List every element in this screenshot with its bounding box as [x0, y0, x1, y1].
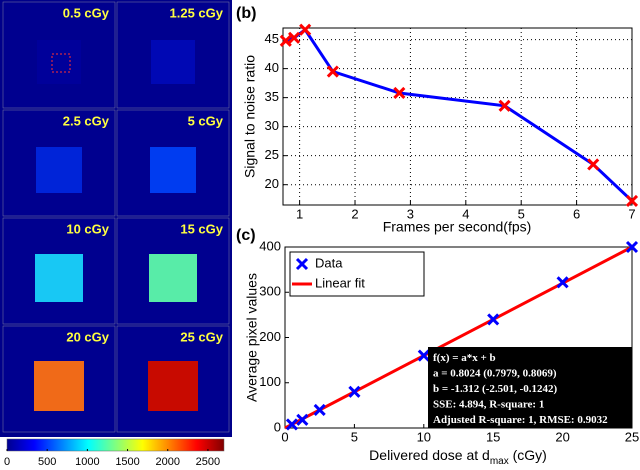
x-tick-label: 6 — [573, 206, 580, 221]
panel-label: (b) — [236, 5, 256, 22]
y-tick-label: 0 — [274, 419, 281, 434]
irradiated-field — [151, 40, 195, 84]
x-axis-label-part: max — [490, 456, 509, 467]
dose-label: 25 cGy — [180, 329, 223, 344]
legend-label: Linear fit — [315, 275, 365, 290]
dose-label: 0.5 cGy — [63, 5, 110, 20]
colorbar-tick-label: 1000 — [75, 456, 99, 468]
fit-text: a = 0.8024 (0.7979, 0.8069) — [433, 368, 557, 380]
panel-label: (c) — [236, 227, 256, 244]
y-tick-label: 35 — [265, 89, 279, 104]
y-tick-label: 30 — [265, 118, 279, 133]
irradiated-field — [148, 361, 198, 411]
colorbar-tick-label: 2500 — [196, 456, 220, 468]
dose-label: 10 cGy — [66, 221, 109, 236]
x-tick-label: 25 — [625, 429, 639, 444]
irradiated-field — [34, 361, 84, 411]
y-tick-label: 400 — [259, 238, 281, 253]
dose-label: 20 cGy — [66, 329, 109, 344]
irradiated-field — [149, 254, 197, 302]
fit-text: f(x) = a*x + b — [433, 352, 496, 364]
y-tick-label: 300 — [259, 284, 281, 299]
irradiated-field — [35, 254, 83, 302]
y-tick-label: 45 — [265, 31, 279, 46]
figure: (a)0.5 cGy1.25 cGy2.5 cGy5 cGy10 cGy15 c… — [0, 0, 640, 470]
dose-label: 5 cGy — [188, 113, 224, 128]
fit-text: Adjusted R-square: 1, RMSE: 0.9032 — [433, 414, 608, 426]
x-tick-label: 15 — [486, 429, 500, 444]
y-tick-label: 40 — [265, 60, 279, 75]
y-axis-label: Average pixel values — [244, 273, 260, 402]
x-tick-label: 20 — [555, 429, 569, 444]
x-tick-label: 10 — [417, 429, 431, 444]
colorbar-tick-label: 1500 — [115, 456, 139, 468]
y-tick-label: 20 — [265, 176, 279, 191]
fit-text: b = -1.312 (-2.501, -0.1242) — [433, 383, 558, 395]
colorbar — [7, 439, 224, 451]
x-tick-label: 2 — [351, 206, 358, 221]
dose-label: 1.25 cGy — [170, 5, 224, 20]
irradiated-field — [37, 40, 81, 84]
x-axis-label-part: (cGy) — [509, 447, 547, 463]
y-tick-label: 25 — [265, 147, 279, 162]
dose-label: 2.5 cGy — [63, 113, 110, 128]
irradiated-field — [36, 147, 82, 193]
x-axis-label: Frames per second(fps) — [383, 219, 532, 235]
x-axis-label: Delivered dose at dmax (cGy) — [369, 447, 547, 467]
colorbar-tick-label: 500 — [38, 456, 56, 468]
colorbar-tick-label: 0 — [4, 456, 10, 468]
fit-text: SSE: 4.894, R-square: 1 — [433, 399, 544, 411]
dose-label: 15 cGy — [180, 221, 223, 236]
y-axis-label: Signal to noise ratio — [242, 55, 258, 178]
legend-label: Data — [315, 255, 343, 270]
x-tick-label: 7 — [628, 206, 635, 221]
x-tick-label: 1 — [296, 206, 303, 221]
y-tick-label: 200 — [259, 329, 281, 344]
colorbar-tick-label: 2000 — [155, 456, 179, 468]
x-tick-label: 0 — [281, 429, 288, 444]
y-tick-label: 100 — [259, 374, 281, 389]
irradiated-field — [150, 147, 196, 193]
x-tick-label: 5 — [351, 429, 358, 444]
plot-area — [283, 28, 632, 205]
x-axis-label-part: Delivered dose at d — [369, 447, 490, 463]
